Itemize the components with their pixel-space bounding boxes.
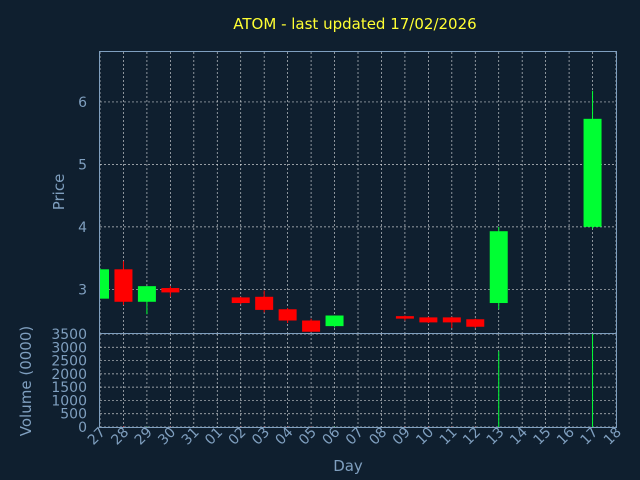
volume-y-tick: 1500 (51, 380, 87, 396)
x-tick: 07 (343, 425, 367, 449)
volume-panel-frame (99, 333, 617, 428)
candle-body (395, 316, 414, 319)
x-tick: 27 (85, 425, 109, 449)
x-tick: 10 (413, 425, 437, 449)
candle-body (161, 288, 180, 293)
volume-axis-label: Volume (0000) (17, 326, 35, 436)
x-tick-labels: 27 28 29 30 31 01 02 03 04 05 06 07 08 09 10 11 12 13 14 15… (85, 424, 625, 448)
x-tick: 09 (390, 425, 414, 449)
price-y-tick: 6 (78, 95, 87, 111)
candle-body (255, 296, 274, 310)
x-tick: 28 (108, 425, 132, 449)
candle-body (419, 317, 438, 323)
volume-y-tick: 2500 (51, 354, 87, 370)
x-tick: 01 (202, 425, 226, 449)
candle-body (466, 319, 485, 327)
x-tick: 11 (437, 425, 461, 449)
volume-bars (122, 334, 594, 427)
price-panel-grid (99, 52, 617, 333)
candle-body (442, 317, 461, 323)
x-tick: 06 (319, 424, 343, 448)
candle-body (231, 297, 250, 304)
chart-title: ATOM - last updated 17/02/2026 (233, 15, 476, 33)
x-tick: 08 (366, 425, 390, 449)
x-tick: 29 (132, 425, 156, 449)
candle-body (137, 286, 156, 302)
candle-body (489, 231, 508, 304)
x-tick: 15 (531, 425, 555, 449)
x-axis-label: Day (333, 457, 363, 475)
volume-y-tick: 2000 (51, 367, 87, 383)
volume-y-tick: 500 (60, 407, 87, 423)
volume-y-tick: 3000 (51, 340, 87, 356)
volume-y-tick: 3500 (51, 327, 87, 343)
x-tick: 03 (249, 425, 273, 449)
price-axis-label: Price (50, 174, 68, 211)
price-y-tick-labels: 3 4 5 6 (78, 95, 87, 298)
price-y-tick: 5 (78, 157, 87, 173)
price-y-tick: 4 (78, 220, 87, 236)
x-tick: 13 (484, 425, 508, 449)
price-y-tick: 3 (78, 282, 87, 298)
candle-body (583, 118, 602, 227)
x-tick: 18 (601, 425, 625, 449)
volume-y-tick: 0 (78, 420, 87, 436)
x-tick: 17 (577, 425, 601, 449)
volume-y-tick: 1000 (51, 393, 87, 409)
x-tick: 30 (155, 425, 179, 449)
x-tick: 31 (179, 425, 203, 449)
candle-body (114, 269, 133, 302)
x-tick: 12 (460, 425, 484, 449)
x-tick: 14 (507, 424, 531, 448)
candle-body (100, 269, 109, 299)
x-tick: 05 (296, 425, 320, 449)
candles (99, 90, 602, 332)
x-tick: 16 (554, 424, 578, 448)
x-tick: 02 (226, 425, 250, 449)
candle-body (302, 320, 321, 332)
candle-body (278, 309, 297, 321)
x-tick: 04 (273, 424, 297, 448)
candle-body (325, 315, 344, 327)
volume-panel-grid (99, 333, 617, 428)
